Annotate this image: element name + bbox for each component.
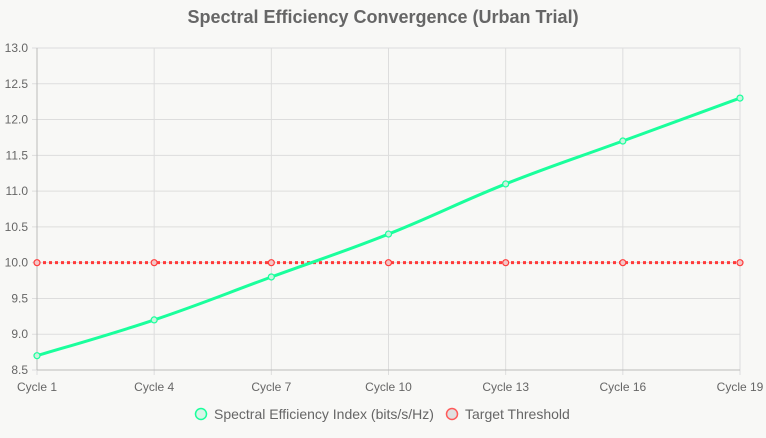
efficiency-point [33, 352, 41, 360]
x-tick-label: Cycle 10 [365, 380, 412, 394]
series-layer [33, 94, 744, 360]
threshold-point [150, 259, 158, 267]
grid [32, 47, 741, 375]
legend-item-threshold[interactable]: Target Threshold [445, 406, 570, 422]
efficiency-point [736, 94, 744, 102]
legend-item-efficiency[interactable]: Spectral Efficiency Index (bits/s/Hz) [194, 406, 434, 422]
efficiency-point [502, 180, 510, 188]
y-tick-label: 11.0 [6, 184, 29, 198]
y-axis: 8.5 9.0 9.5 10.0 10.5 11.0 11.5 12.0 12.5 13.0 [5, 41, 29, 377]
x-tick-label: Cycle 13 [482, 380, 529, 394]
threshold-point [384, 259, 393, 267]
efficiency-point [384, 230, 393, 238]
x-axis: Cycle 1 Cycle 4 Cycle 7 Cycle 10 Cycle 13 Cyc… [17, 380, 764, 394]
x-tick-label: Cycle 19 [717, 380, 764, 394]
efficiency-point [150, 316, 158, 324]
y-tick-label: 9.0 [11, 327, 28, 341]
threshold-point [502, 259, 510, 267]
y-tick-label: 10.5 [5, 220, 29, 234]
threshold-point [33, 259, 41, 267]
y-tick-label: 13.0 [5, 41, 29, 55]
y-tick-label: 8.5 [11, 363, 28, 377]
threshold-point [736, 259, 744, 267]
legend-marker-threshold [445, 407, 459, 421]
threshold-point [267, 259, 275, 267]
legend: Spectral Efficiency Index (bits/s/Hz) Ta… [194, 406, 570, 422]
legend-label-threshold: Target Threshold [465, 406, 570, 422]
chart-title: Spectral Efficiency Convergence (Urban T… [187, 7, 578, 27]
y-tick-label: 9.5 [11, 291, 28, 305]
efficiency-point [267, 273, 275, 281]
efficiency-point [619, 137, 627, 145]
y-tick-label: 10.0 [5, 256, 29, 270]
legend-marker-efficiency [194, 407, 208, 421]
x-tick-label: Cycle 7 [251, 380, 291, 394]
threshold-point [619, 259, 627, 267]
x-tick-label: Cycle 4 [134, 380, 174, 394]
x-tick-label: Cycle 16 [599, 380, 646, 394]
x-tick-label: Cycle 1 [17, 380, 57, 394]
y-tick-label: 12.5 [5, 77, 29, 91]
y-tick-label: 12.0 [5, 113, 29, 127]
y-tick-label: 11.5 [6, 148, 29, 162]
legend-label-efficiency: Spectral Efficiency Index (bits/s/Hz) [214, 406, 434, 422]
